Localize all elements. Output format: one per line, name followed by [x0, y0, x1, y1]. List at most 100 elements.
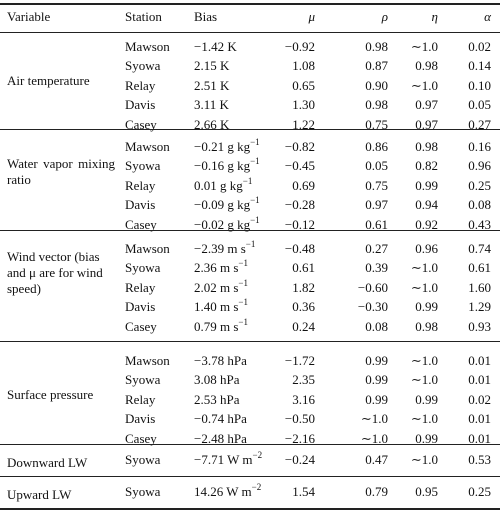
station-cell: Relay	[125, 279, 156, 295]
eta-cell: ∼1.0	[410, 260, 438, 276]
alpha-cell: 0.01	[468, 411, 491, 427]
bias-unit-exponent: −1	[242, 175, 253, 186]
eta-cell: 0.97	[415, 116, 438, 132]
rho-cell: 0.61	[365, 216, 388, 232]
variable-label: Surface pressure	[7, 387, 94, 402]
bias-value: −7.71	[194, 452, 225, 467]
variable-label: Air temperature	[7, 73, 90, 88]
bias-unit: m s	[220, 299, 239, 315]
station-cell: Relay	[125, 391, 156, 407]
mu-cell: 1.22	[292, 116, 315, 132]
header-rule	[0, 32, 500, 33]
rho-cell: 0.97	[365, 197, 388, 213]
eta-cell: 0.96	[415, 241, 438, 256]
mu-cell: −0.48	[284, 241, 315, 256]
alpha-cell: 0.02	[468, 391, 491, 407]
bias-unit-exponent: −2	[252, 450, 263, 460]
rho-cell: 0.08	[365, 318, 388, 334]
rho-cell: 0.99	[365, 391, 388, 407]
variable-label: Downward LW	[7, 455, 88, 470]
station-cell: Casey	[125, 430, 157, 446]
rho-cell: 0.99	[365, 372, 388, 388]
bias-unit: K	[219, 97, 229, 113]
group-rule	[0, 476, 500, 477]
alpha-cell: 0.93	[468, 318, 491, 334]
alpha-cell: 0.61	[468, 260, 491, 276]
mu-cell: 0.65	[292, 77, 315, 93]
station-cell: Syowa	[125, 484, 161, 499]
eta-cell: 0.94	[415, 197, 438, 213]
top-rule	[0, 3, 500, 5]
bias-value: 3.11	[194, 97, 217, 113]
station-cell: Syowa	[125, 158, 161, 174]
bias-cell: 2.66 K	[194, 117, 229, 133]
eta-cell: 0.99	[415, 430, 438, 446]
bias-unit: W m	[227, 452, 253, 467]
alpha-cell: 0.25	[468, 484, 491, 499]
bias-unit: K	[220, 77, 230, 93]
alpha-cell: 0.74	[468, 241, 491, 256]
bias-unit-exponent: −1	[250, 137, 260, 147]
station-cell: Relay	[125, 177, 156, 193]
bias-value: −3.78	[194, 353, 225, 368]
group-rule	[0, 129, 500, 130]
rho-cell: 0.98	[365, 39, 388, 54]
mu-cell: −0.24	[284, 452, 315, 467]
rho-cell: −0.30	[357, 299, 388, 315]
bias-unit: hPa	[220, 391, 240, 407]
station-cell: Casey	[125, 318, 157, 334]
bias-unit: hPa	[227, 411, 247, 427]
bias-cell: 2.36 m s−1	[194, 259, 248, 276]
station-cell: Mawson	[125, 39, 170, 54]
rho-cell: 0.98	[365, 97, 388, 113]
bottom-rule	[0, 508, 500, 510]
bias-unit: hPa	[227, 353, 247, 368]
mu-cell: 0.24	[292, 318, 315, 334]
bias-unit: m s	[220, 260, 239, 276]
bias-cell: −0.02 g kg−1	[194, 215, 260, 233]
bias-unit: m s	[220, 318, 239, 334]
bias-value: 2.02	[194, 279, 217, 295]
bias-unit: g kg	[227, 216, 251, 232]
bias-cell: −1.42 K	[194, 39, 237, 55]
station-cell: Davis	[125, 97, 156, 113]
bias-unit-exponent: −1	[238, 277, 248, 288]
bias-unit-exponent: −2	[251, 482, 262, 492]
bias-unit: hPa	[220, 372, 240, 388]
alpha-cell: 0.53	[468, 452, 491, 467]
bias-cell: 2.02 m s−1	[194, 277, 248, 296]
bias-value: −1.42	[194, 39, 225, 54]
alpha-cell: 0.05	[468, 97, 491, 113]
station-cell: Mawson	[125, 241, 170, 256]
bias-unit-exponent: −1	[238, 316, 248, 327]
bias-cell: 2.53 hPa	[194, 392, 240, 408]
eta-cell: 0.98	[415, 139, 438, 154]
rho-cell: 0.79	[365, 484, 388, 499]
bias-value: −0.16	[194, 158, 225, 174]
mu-cell: 0.36	[292, 299, 315, 315]
bias-unit: W m	[226, 484, 252, 499]
bias-unit: K	[227, 39, 237, 54]
bias-value: 2.36	[194, 260, 217, 276]
alpha-cell: 0.01	[468, 372, 491, 388]
eta-cell: 0.99	[415, 299, 438, 315]
station-cell: Casey	[125, 216, 157, 232]
bias-cell: 2.15 K	[194, 58, 229, 74]
bias-unit: K	[220, 58, 230, 74]
station-cell: Syowa	[125, 452, 161, 467]
mu-cell: 1.82	[292, 279, 315, 295]
eta-cell: ∼1.0	[410, 353, 438, 368]
variable-label: Upward LW	[7, 487, 72, 502]
eta-cell: 0.99	[415, 391, 438, 407]
mu-cell: −0.12	[284, 216, 315, 232]
bias-value: 0.01	[194, 177, 217, 193]
station-cell: Mawson	[125, 353, 170, 368]
alpha-cell: 0.43	[468, 216, 491, 232]
rho-cell: ∼1.0	[360, 411, 388, 427]
bias-cell: −2.39 m s−1	[194, 240, 255, 257]
bias-cell: 3.08 hPa	[194, 372, 240, 388]
rho-cell: 0.05	[365, 158, 388, 174]
bias-value: −0.74	[194, 411, 225, 427]
rho-cell: 0.47	[365, 452, 388, 467]
mu-cell: −0.50	[284, 411, 315, 427]
